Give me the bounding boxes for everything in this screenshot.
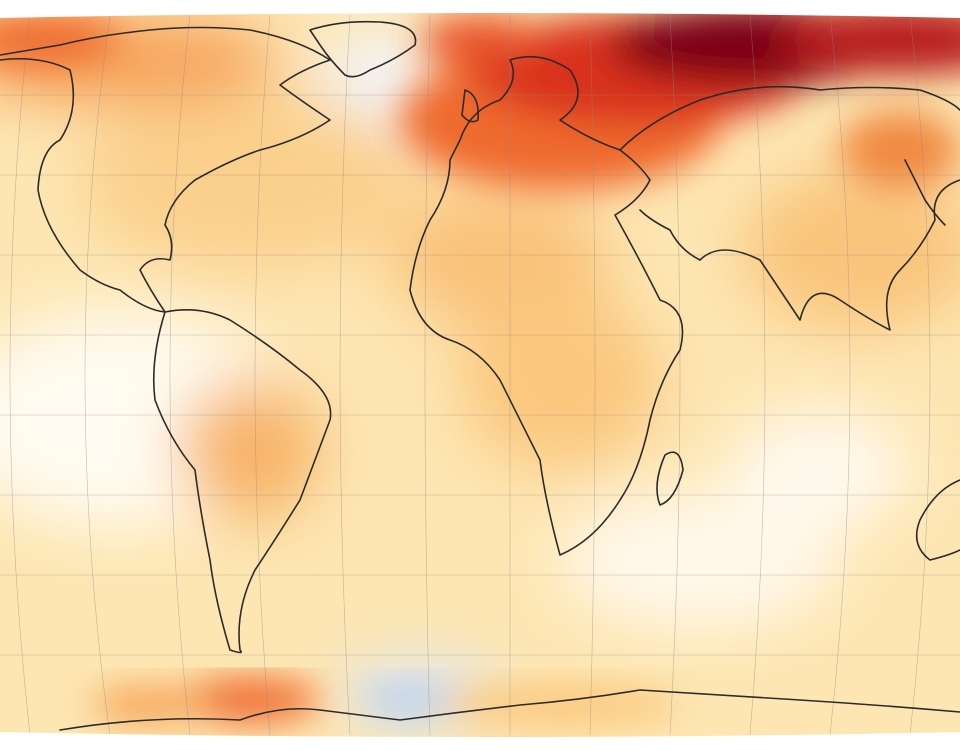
- anomaly-south: [90, 678, 960, 730]
- coastlines: [0, 20, 960, 731]
- greenland-coast: [309, 20, 417, 78]
- madagascar-coast: [656, 451, 684, 506]
- asia-coast: [619, 85, 960, 331]
- south-america-coast: [152, 308, 332, 654]
- japan-coast: [904, 159, 946, 226]
- australia-coast: [915, 479, 960, 561]
- british-isles-coast: [461, 89, 480, 123]
- graticule: [0, 14, 960, 736]
- north-america-coast: [0, 26, 331, 313]
- europe-africa-coast: [409, 55, 684, 556]
- antarctica-coast: [59, 689, 960, 731]
